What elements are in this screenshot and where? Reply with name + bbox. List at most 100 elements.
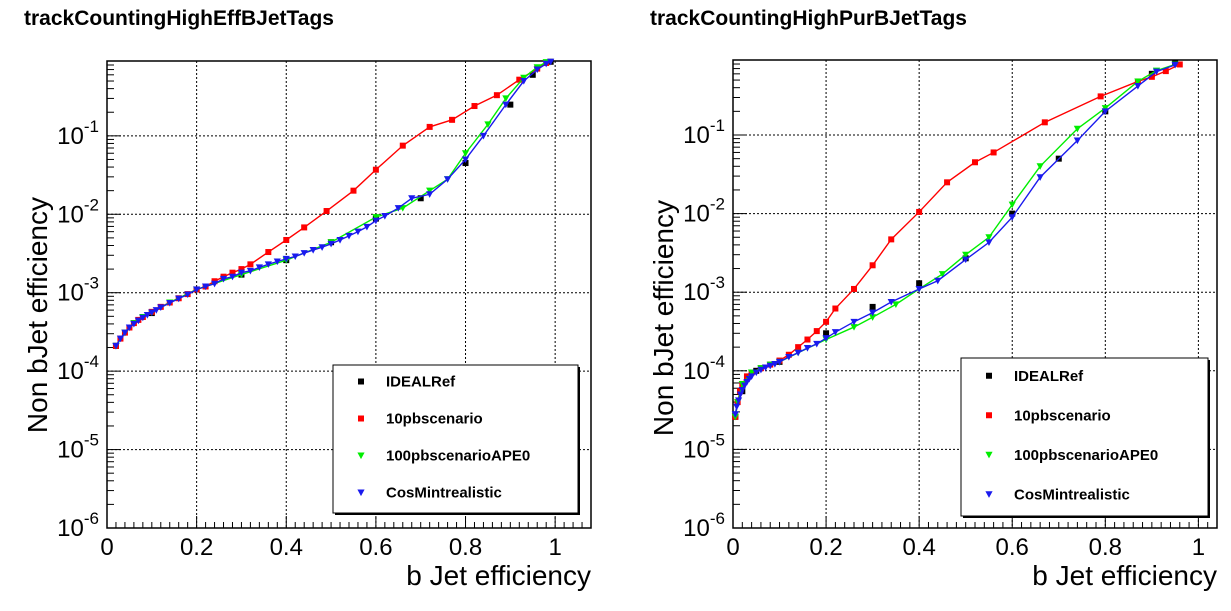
data-point [323, 208, 330, 215]
data-point [794, 349, 802, 357]
data-point [520, 78, 528, 85]
plot-frame [106, 60, 592, 529]
series-IDEALRef [112, 58, 554, 349]
data-point [752, 369, 760, 377]
data-point [831, 329, 839, 336]
y-tick-label: 10-4 [57, 352, 99, 385]
data-point [426, 187, 434, 195]
data-point [972, 159, 978, 166]
y-axis-title: Non bJet efficiency [648, 200, 679, 436]
data-point [533, 66, 541, 74]
data-point [803, 345, 812, 352]
data-point [273, 258, 281, 266]
data-point [851, 285, 857, 292]
series-CosMintrealistic [112, 58, 555, 350]
data-point [1097, 93, 1104, 100]
data-point [738, 386, 746, 394]
x-axis-title: b Jet efficiency [406, 560, 591, 591]
legend-label: CosMintrealistic [386, 485, 502, 502]
data-point [479, 132, 488, 140]
x-tick-label: 0.8 [1089, 534, 1122, 561]
data-point [327, 240, 335, 248]
data-point [1171, 61, 1179, 69]
data-point [229, 269, 236, 276]
data-point [507, 101, 514, 108]
data-point [1176, 61, 1183, 68]
data-point [766, 362, 774, 370]
chart-title: trackCountingHighEffBJetTags [24, 7, 334, 30]
legend-label: IDEALRef [386, 374, 456, 391]
data-point [309, 247, 317, 254]
data-point [761, 364, 770, 372]
data-point [1009, 210, 1016, 217]
data-point [238, 266, 245, 273]
data-point [1073, 125, 1081, 133]
series-line [115, 62, 547, 347]
data-point [1162, 68, 1169, 75]
y-tick-label: 10-3 [57, 274, 99, 307]
data-point [985, 239, 993, 247]
data-point [804, 336, 811, 343]
x-tick-label: 0.6 [359, 534, 392, 561]
data-point [1036, 163, 1044, 170]
legend-marker [985, 491, 993, 498]
x-tick-label: 0 [726, 534, 739, 561]
data-point [228, 273, 237, 281]
data-point [152, 307, 160, 314]
data-point [795, 344, 802, 351]
legend-label: 10pbscenario [386, 411, 483, 428]
data-point [394, 205, 402, 212]
data-point [962, 256, 970, 264]
chart-plot-left: 0 0.2 0.4 0.6 0.8 1 10-6 10-5 10-4 10-3 10-2 10-1 b … [22, 58, 592, 591]
y-tick-label: 10-6 [683, 509, 725, 542]
series-line [115, 61, 547, 347]
data-point [461, 156, 470, 164]
x-tick-label: 0 [100, 534, 113, 561]
data-point [985, 234, 993, 241]
data-point [201, 283, 210, 291]
data-point [449, 116, 456, 123]
legend-label: 100pbscenarioAPE0 [1014, 447, 1158, 464]
data-point [502, 95, 510, 103]
y-tick-label: 10-5 [683, 430, 725, 463]
legend-box [960, 357, 1209, 517]
data-point [869, 314, 877, 321]
data-point [757, 366, 765, 374]
data-point [823, 318, 830, 325]
data-point [237, 269, 246, 277]
data-point [1101, 108, 1109, 115]
data-point [502, 101, 510, 109]
data-point [734, 397, 743, 405]
data-point [493, 92, 500, 99]
y-tick-label: 10-3 [683, 273, 725, 306]
data-point [915, 285, 923, 293]
data-point [354, 228, 362, 236]
data-point [264, 261, 272, 268]
data-point [193, 286, 201, 294]
data-point [869, 303, 876, 310]
data-point [175, 295, 183, 303]
y-tick-label: 10-1 [683, 116, 725, 149]
data-point [247, 261, 254, 268]
legend-marker [986, 372, 992, 379]
data-point [731, 411, 739, 418]
data-point [938, 271, 947, 278]
data-point [139, 314, 147, 322]
data-point [934, 277, 942, 285]
y-tick-label: 10-2 [683, 195, 725, 228]
x-tick-label: 0.4 [902, 534, 935, 561]
x-axis-title: b Jet efficiency [1032, 560, 1217, 591]
legend-box [332, 364, 579, 514]
data-point [184, 291, 192, 299]
data-point [785, 353, 793, 361]
data-point [850, 318, 858, 326]
legend-marker [357, 452, 365, 460]
data-point [822, 335, 830, 342]
x-tick-label: 0.2 [180, 534, 213, 561]
data-point [291, 253, 299, 261]
data-point [813, 328, 820, 335]
data-point [318, 244, 326, 251]
data-point [134, 317, 142, 325]
data-point [916, 208, 923, 215]
data-point [345, 232, 353, 240]
